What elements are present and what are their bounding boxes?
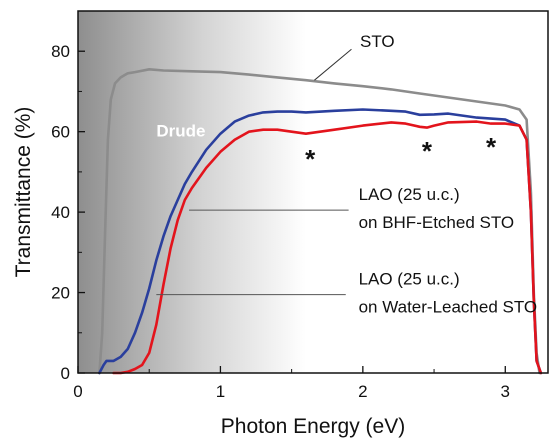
y-tick-label-3: 60 (51, 123, 70, 142)
absorption-star-0: * (305, 144, 316, 174)
x-tick-label-3: 3 (501, 382, 510, 401)
absorption-star-2: * (486, 132, 497, 162)
x-axis-title: Photon Energy (eV) (221, 415, 405, 438)
ticks-layer: 0 1 2 3 0 20 40 60 80 (51, 42, 510, 401)
water-label-line-1: LAO (25 u.c.) (359, 270, 460, 289)
absorption-star-1: * (422, 136, 433, 166)
x-tick-label-0: 0 (73, 382, 82, 401)
x-tick-label-1: 1 (216, 382, 225, 401)
y-tick-label-4: 80 (51, 42, 70, 61)
series-line-2 (112, 120, 543, 375)
series-line-0 (98, 68, 541, 375)
water-label-line-2: on Water-Leached STO (359, 298, 538, 317)
bhf-label-line-2: on BHF-Etched STO (359, 213, 515, 232)
plot-frame (77, 10, 549, 374)
x-tick-label-2: 2 (358, 382, 367, 401)
drude-shaded-region (78, 11, 306, 373)
sto-label: STO (360, 32, 395, 51)
y-tick-label-0: 0 (61, 364, 70, 383)
y-tick-label-1: 20 (51, 284, 70, 303)
series-line-1 (98, 108, 543, 375)
y-axis-title: Transmittance (%) (12, 107, 35, 278)
sto-leader-line (314, 48, 352, 81)
y-tick-label-2: 40 (51, 203, 70, 222)
bhf-label-line-1: LAO (25 u.c.) (359, 185, 460, 204)
stars-layer: * * * (305, 132, 497, 174)
drude-label: Drude (156, 122, 205, 141)
series-layer (98, 68, 543, 375)
